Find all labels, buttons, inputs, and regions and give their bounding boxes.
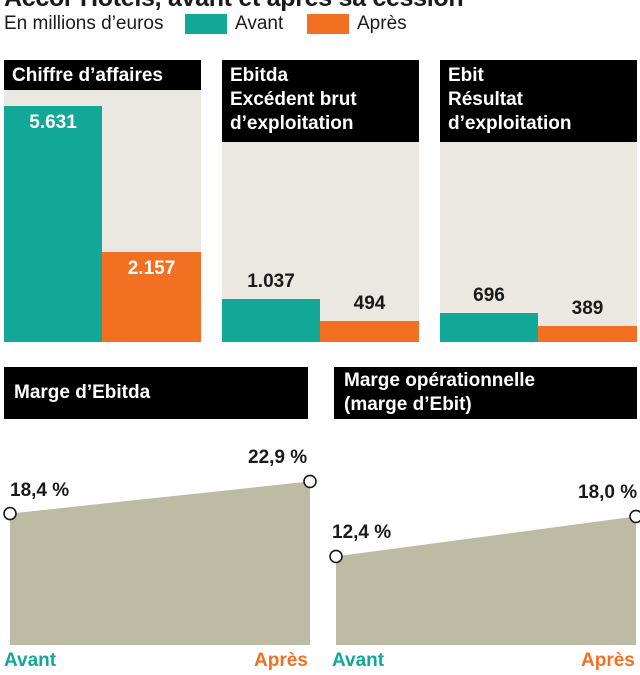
op-margin-area (336, 516, 636, 645)
chart-title: Accor Hotels, avant et après sa cession (4, 0, 464, 13)
ebit-title-line-1: Ebit (448, 65, 484, 86)
ebitda-value-avant: 1.037 (247, 270, 295, 292)
revenue-title-line-1: Chiffre d’affaires (12, 65, 163, 86)
ebitda-margin-value-avant: 18,4 % (10, 479, 70, 501)
ebitda-margin-xlabel-apres: Après (254, 650, 308, 671)
unit-subtitle: En millions d’euros (4, 13, 164, 34)
ebit-title-line-3: d’exploitation (448, 113, 572, 134)
revenue-value-avant: 5.631 (29, 112, 77, 133)
ebitda-panel: Ebitda Excédent brut d’exploitation 1.03… (222, 60, 419, 342)
legend-label-avant: Avant (235, 13, 284, 34)
revenue-panel-header: Chiffre d’affaires (4, 60, 201, 90)
ebitda-margin-area (10, 481, 310, 645)
ebitda-value-apres: 494 (353, 293, 386, 315)
ebit-value-apres: 389 (571, 297, 604, 319)
ebit-bar-apres (538, 325, 637, 342)
op-margin-title-line-1: Marge opérationnelle (344, 370, 536, 391)
revenue-panel: Chiffre d’affaires 5.631 2.157 (4, 60, 201, 342)
op-margin-point-avant (329, 549, 343, 564)
op-margin-value-apres: 18,0 % (578, 482, 638, 504)
revenue-bar-apres (102, 251, 201, 342)
ebitda-margin-xlabel-avant: Avant (4, 650, 57, 671)
ebit-panel: Ebit Résultat d’exploitation 696 389 (440, 60, 637, 342)
op-margin-xlabel-apres: Après (581, 650, 635, 671)
revenue-value-apres: 2.157 (127, 257, 176, 279)
ebitda-panel-header: Ebitda Excédent brut d’exploitation (222, 60, 419, 142)
ebit-value-avant: 696 (473, 284, 505, 306)
op-margin-header: Marge opérationnelle (marge d’Ebit) (334, 367, 637, 419)
ebit-panel-header: Ebit Résultat d’exploitation (440, 60, 637, 142)
ebitda-margin-value-apres: 22,9 % (248, 447, 308, 469)
ebitda-bar-avant (222, 298, 320, 342)
ebitda-margin-title: Marge d’Ebitda (14, 382, 151, 403)
op-margin-point-apres (629, 509, 640, 524)
op-margin-value-avant: 12,4 % (332, 522, 392, 544)
revenue-bar-avant (4, 106, 102, 342)
ebitda-margin-point-apres (303, 474, 317, 489)
ebitda-bar-apres (320, 321, 419, 342)
ebitda-title-line-2: Excédent brut (230, 89, 357, 110)
op-margin-xlabel-avant: Avant (332, 650, 385, 671)
ebitda-title-line-1: Ebitda (230, 65, 289, 86)
op-margin-title-line-2: (marge d’Ebit) (344, 394, 472, 415)
ebitda-title-line-3: d’exploitation (230, 113, 354, 134)
legend-item-avant: Avant (185, 13, 283, 35)
ebitda-margin-area-chart (3, 474, 317, 645)
ebitda-margin-header: Marge d’Ebitda (4, 367, 308, 419)
ebit-title-line-2: Résultat (448, 89, 523, 110)
op-margin-area-chart (329, 509, 640, 645)
ebit-bar-avant (440, 312, 538, 342)
legend-label-apres: Après (357, 13, 407, 34)
legend-item-apres: Après (307, 13, 407, 35)
ebitda-margin-point-avant (3, 506, 17, 521)
legend-swatch-avant (185, 14, 227, 34)
legend-swatch-apres (307, 14, 349, 34)
